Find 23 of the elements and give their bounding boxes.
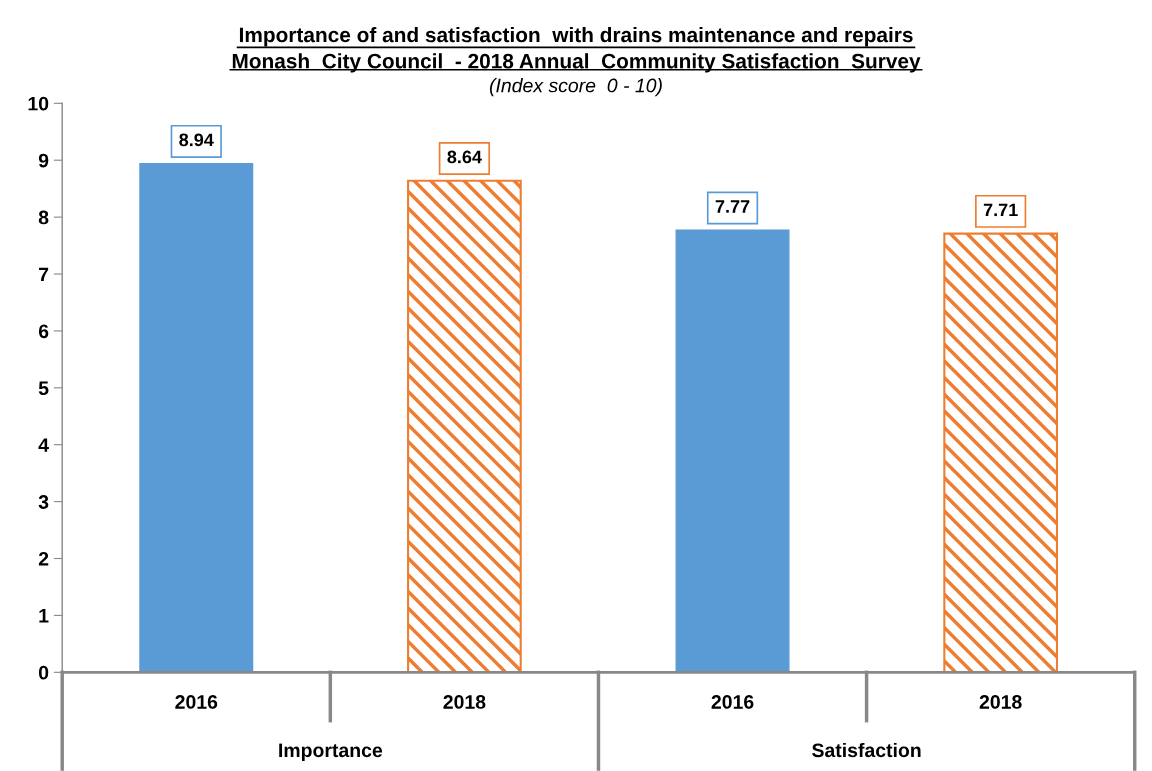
y-tick-label: 5 [38,381,49,396]
y-tick-label: 3 [38,495,49,509]
text: Importance [279,743,383,762]
data-label: 8.64 [447,150,482,164]
data-label: 7.71 [983,203,1018,217]
x-tick-label: 2018 [443,695,486,709]
y-tick-label: 2 [38,551,49,566]
x-tick-label: 2018 [979,695,1022,709]
x-tick-label: 2016 [711,695,754,709]
y-tick-label: 9 [38,153,49,168]
y-tick-label: 4 [38,438,49,452]
y-tick-label: 7 [39,267,49,282]
y-tick-label: 6 [38,324,49,339]
chart-title: Importance of and satisfaction with drains maintenance and repairs Monash City Council - 2018 Annual Community Satisfaction Survey [232,26,921,73]
chart-subtitle: (Index score 0 - 10) [489,78,662,97]
y-tick-label: 10 [28,96,49,111]
data-label: 8.94 [179,133,214,147]
y-tick-label: 8 [38,210,49,225]
y-tick-label: 1 [39,609,49,623]
data-label: 7.77 [715,200,750,213]
y-tick-label: 0 [38,665,49,680]
x-tick-label: 2016 [175,695,218,709]
text: Satisfaction [812,742,921,758]
